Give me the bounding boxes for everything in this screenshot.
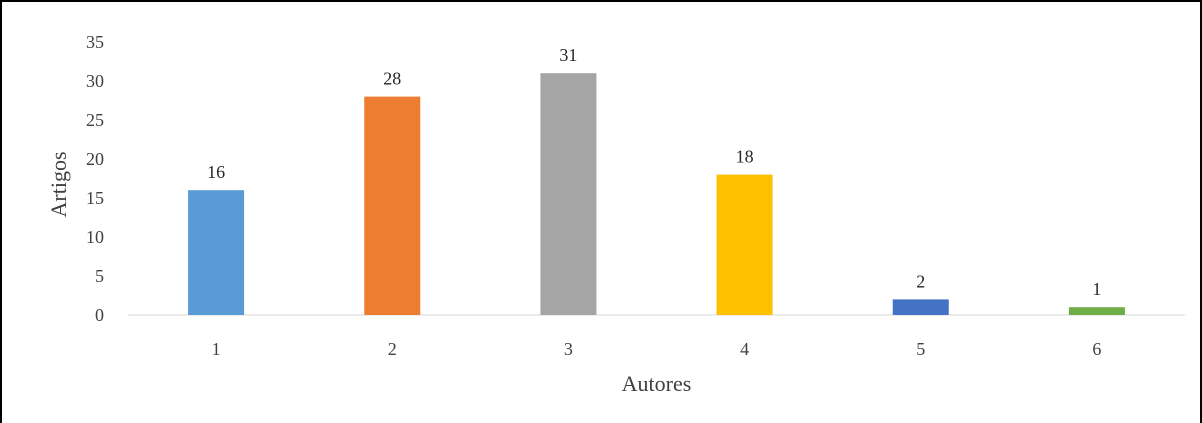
bar-value-label: 2 [916,271,925,291]
bars-group [188,73,1125,315]
y-axis-ticks: 0 5 10 15 20 25 30 35 [86,32,104,325]
bar-value-label: 1 [1092,279,1101,299]
bar [716,174,773,315]
bar [1068,307,1125,315]
y-tick-label: 10 [86,227,104,247]
bar [892,299,949,315]
x-axis-title: Autores [622,371,692,396]
y-tick-label: 0 [95,305,104,325]
bar [364,96,421,315]
data-labels-group: 16 28 31 18 2 1 [207,45,1101,299]
x-tick-label: 4 [740,339,749,359]
y-tick-label: 15 [86,188,104,208]
y-tick-label: 30 [86,71,104,91]
y-tick-label: 25 [86,110,104,130]
x-tick-label: 3 [564,339,573,359]
bar [540,73,597,315]
x-tick-label: 1 [212,339,221,359]
bar-value-label: 28 [383,69,401,89]
x-tick-label: 6 [1092,339,1101,359]
bar-value-label: 31 [559,45,577,65]
bar [188,190,245,315]
y-axis-title: Artigos [46,152,71,218]
x-tick-label: 2 [388,339,397,359]
x-axis-ticks: 1 2 3 4 5 6 [212,339,1102,359]
y-tick-label: 35 [86,32,104,52]
bar-value-label: 16 [207,162,225,182]
y-tick-label: 5 [95,266,104,286]
y-tick-label: 20 [86,149,104,169]
x-tick-label: 5 [916,339,925,359]
bar-value-label: 18 [736,147,754,167]
